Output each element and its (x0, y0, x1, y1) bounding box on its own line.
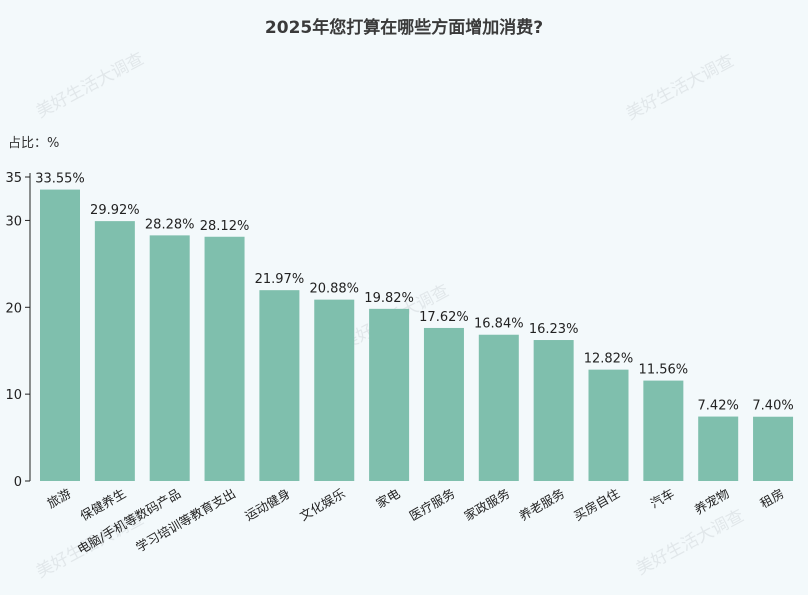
bar-0 (40, 189, 80, 481)
bars (40, 189, 794, 482)
bar-10 (588, 369, 629, 481)
value-label-13: 7.40% (752, 399, 793, 414)
bar-7 (423, 327, 464, 481)
y-axis: 0 10 20 30 35 (5, 171, 31, 490)
bar-3 (204, 236, 245, 481)
y-axis-unit-label: 占比：% (8, 136, 59, 151)
watermark-0: 美好生活大调查 (33, 49, 147, 123)
category-label-4: 运动健身 (242, 486, 293, 524)
value-label-9: 16.23% (529, 322, 579, 337)
category-label-10: 买房自住 (571, 485, 622, 523)
category-label-9: 养老服务 (516, 486, 567, 524)
y-tick-label: 35 (5, 171, 22, 186)
category-label-11: 汽车 (648, 486, 677, 511)
value-label-0: 33.55% (35, 172, 85, 187)
value-label-5: 20.88% (309, 282, 359, 297)
chart-title: 2025年您打算在哪些方面增加消费? (265, 17, 543, 38)
category-label-0: 旅游 (44, 485, 74, 511)
value-label-2: 28.28% (145, 217, 195, 232)
value-label-12: 7.42% (698, 399, 739, 414)
category-label-6: 家电 (373, 485, 403, 511)
value-label-11: 11.56% (639, 363, 689, 378)
y-tick-label: 10 (5, 388, 22, 403)
bar-5 (314, 299, 355, 481)
category-label-5: 文化娱乐 (297, 486, 348, 524)
watermark-1: 美好生活大调查 (623, 51, 737, 125)
category-label-7: 医疗服务 (407, 486, 458, 524)
value-label-1: 29.92% (90, 203, 140, 218)
y-tick-label: 0 (14, 475, 22, 490)
category-label-8: 家政服务 (461, 486, 512, 524)
value-label-3: 28.12% (200, 219, 250, 234)
bar-2 (149, 235, 190, 481)
category-label-13: 租房 (757, 486, 786, 511)
y-tick-label: 20 (5, 301, 22, 316)
value-labels: 33.55% 29.92% 28.28% 28.12% 21.97% 20.88% 19.8… (35, 172, 793, 414)
bar-4 (259, 290, 300, 481)
bar-8 (478, 334, 519, 481)
value-label-10: 12.82% (584, 352, 634, 367)
y-tick-label: 30 (5, 214, 22, 229)
bar-12 (698, 416, 739, 481)
bar-9 (533, 340, 574, 481)
bar-13 (753, 416, 794, 481)
value-label-7: 17.62% (419, 310, 469, 325)
watermark-4: 美好生活大调查 (633, 506, 747, 580)
bar-11 (643, 380, 684, 481)
value-label-8: 16.84% (474, 317, 524, 332)
value-label-6: 19.82% (364, 291, 414, 306)
category-label-3: 学习培训等教育支出 (133, 486, 238, 555)
bar-1 (94, 221, 135, 482)
value-label-4: 21.97% (255, 272, 305, 287)
bar-6 (369, 308, 410, 481)
